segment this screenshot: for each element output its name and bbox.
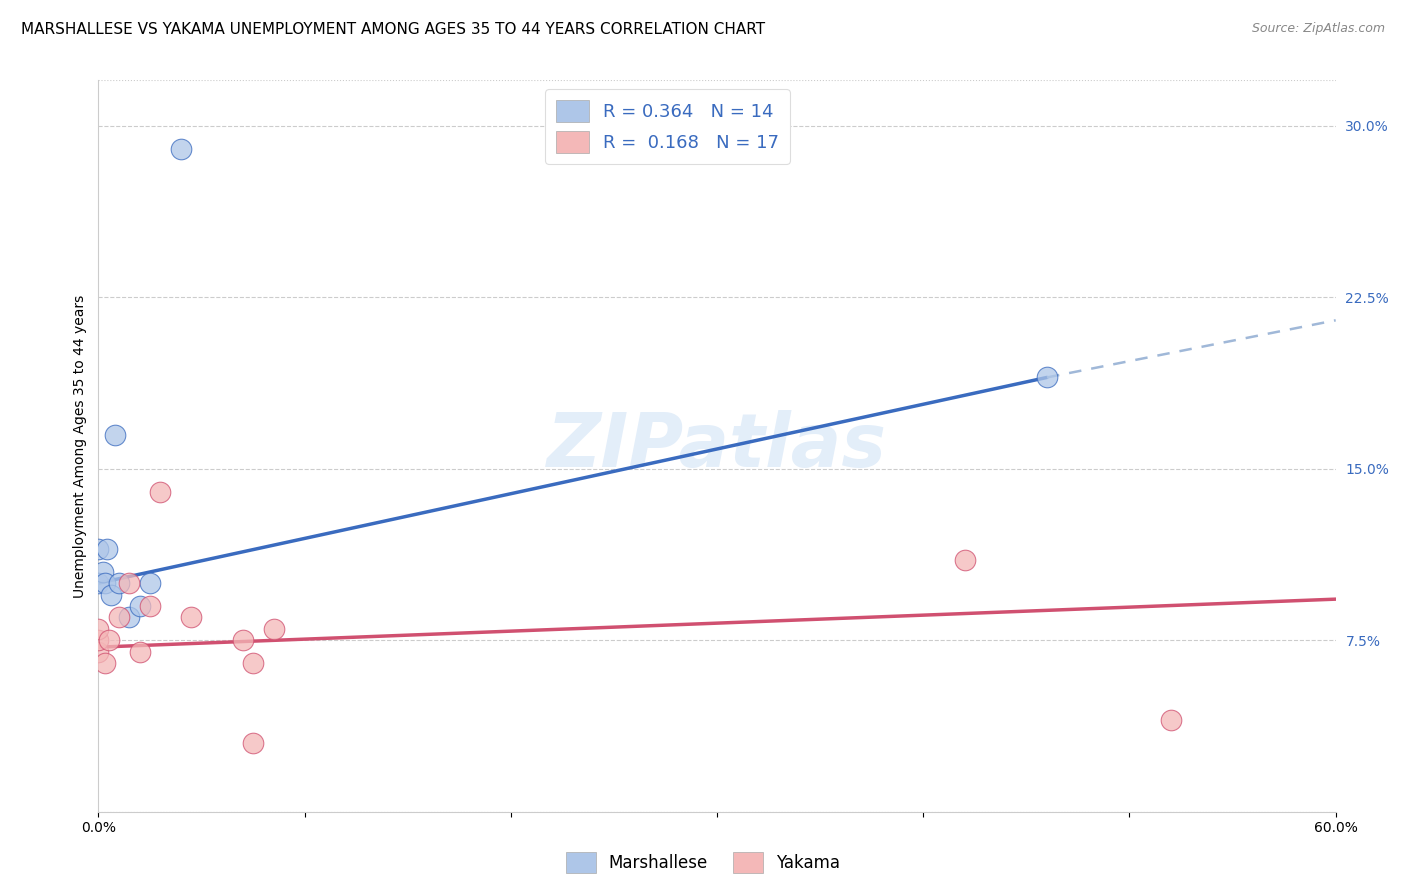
Point <box>128 645 150 659</box>
Point <box>87 645 110 659</box>
Point <box>953 553 976 567</box>
Point <box>139 599 162 613</box>
Point <box>242 656 264 670</box>
Point <box>1160 714 1182 728</box>
Text: ZIPatlas: ZIPatlas <box>547 409 887 483</box>
Point <box>87 633 110 648</box>
Point <box>104 427 127 442</box>
Point <box>87 622 110 636</box>
Point <box>87 541 110 556</box>
Point <box>149 484 172 499</box>
Point <box>108 610 131 624</box>
Point <box>1036 370 1059 384</box>
Point <box>180 610 202 624</box>
Point <box>118 610 141 624</box>
Point <box>93 656 115 670</box>
Point <box>108 576 131 591</box>
Point <box>139 576 162 591</box>
Point <box>93 576 115 591</box>
Point <box>242 736 264 750</box>
Legend: R = 0.364   N = 14, R =  0.168   N = 17: R = 0.364 N = 14, R = 0.168 N = 17 <box>546 89 790 164</box>
Point <box>128 599 150 613</box>
Point <box>91 565 114 579</box>
Point <box>96 541 118 556</box>
Text: Source: ZipAtlas.com: Source: ZipAtlas.com <box>1251 22 1385 36</box>
Point <box>87 576 110 591</box>
Legend: Marshallese, Yakama: Marshallese, Yakama <box>558 846 848 880</box>
Point <box>118 576 141 591</box>
Point <box>170 142 193 156</box>
Point <box>232 633 254 648</box>
Point <box>263 622 285 636</box>
Y-axis label: Unemployment Among Ages 35 to 44 years: Unemployment Among Ages 35 to 44 years <box>73 294 87 598</box>
Text: MARSHALLESE VS YAKAMA UNEMPLOYMENT AMONG AGES 35 TO 44 YEARS CORRELATION CHART: MARSHALLESE VS YAKAMA UNEMPLOYMENT AMONG… <box>21 22 765 37</box>
Point <box>100 588 122 602</box>
Point <box>97 633 120 648</box>
